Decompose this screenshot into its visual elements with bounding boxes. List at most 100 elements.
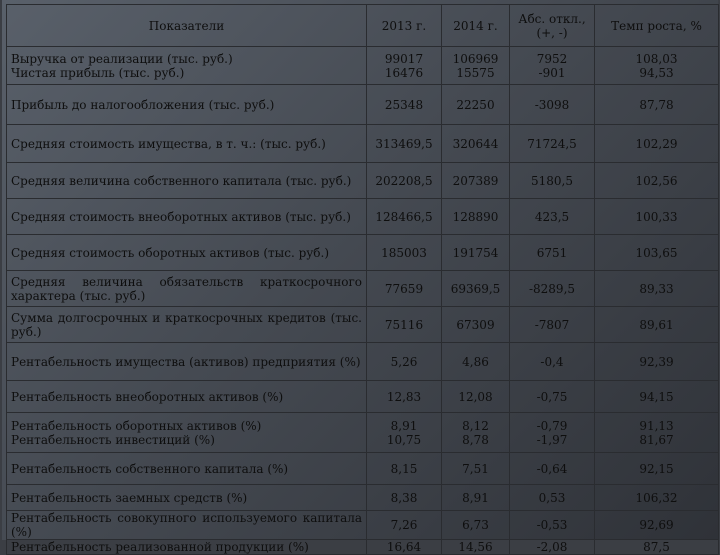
indicator-cell-value: Средняя величина обязательств краткосроч… (11, 274, 362, 303)
value-2013-cell-value: 16476 (384, 65, 424, 80)
abs-deviation-cell-value: -1,97 (536, 432, 568, 447)
indicator-cell: Рентабельность собственного капитала (%) (6, 452, 367, 485)
growth-rate-cell-value: 89,33 (639, 281, 674, 296)
value-2014-cell: 320644 (441, 124, 510, 163)
value-2013-cell-value: 16,64 (386, 540, 422, 554)
indicator-cell-value: Средняя величина собственного капитала (… (11, 173, 352, 188)
indicator-cell-value: Средняя стоимость внеоборотных активов (… (11, 209, 351, 224)
value-2013-cell-value: 8,38 (390, 490, 418, 505)
abs-deviation-cell-value: -2,08 (536, 540, 568, 554)
indicator-cell: Рентабельность оборотных активов (%) Рент… (6, 412, 367, 453)
abs-deviation-cell-value: 71724,5 (527, 136, 577, 151)
value-2014-cell-value: 8,78 (462, 432, 489, 447)
table-row: Прибыль до налогообложения (тыс. руб.) 25… (6, 84, 719, 125)
table-row: Средняя стоимость внеоборотных активов (… (6, 198, 719, 235)
value-2014-cell-value: 128890 (452, 209, 499, 224)
abs-deviation-cell-value: -901 (538, 65, 566, 80)
abs-deviation-cell: -0,64 (509, 452, 595, 485)
indicator-cell: Рентабельность реализованной продукции (… (6, 539, 367, 555)
indicator-cell-value: Рентабельность оборотных активов (%) (11, 418, 262, 433)
table-row: Средняя стоимость оборотных активов (тыс… (6, 234, 719, 271)
value-2013-cell-value: 5,26 (390, 354, 418, 369)
value-2013-cell: 128466,5 (366, 198, 442, 235)
abs-deviation-cell-value: -8289,5 (528, 281, 576, 296)
value-2013-cell: 25348 (366, 84, 442, 125)
header-row: Показатели 2013 г. 2014 г. Абс. откл., (… (6, 4, 719, 47)
header-2013: 2013 г. (366, 4, 442, 47)
value-2014-cell-value: 8,12 (462, 418, 489, 433)
growth-rate-cell: 102,29 (594, 124, 719, 163)
value-2013-cell-value: 75116 (384, 317, 424, 332)
value-2014-cell-value: 7,51 (462, 461, 489, 476)
value-2014-cell-value: 191754 (452, 245, 499, 260)
abs-deviation-cell: -0,79 -1,97 (509, 412, 595, 453)
growth-rate-cell: 92,39 (594, 342, 719, 381)
indicator-cell: Средняя величина обязательств краткосроч… (6, 270, 367, 307)
value-2014-cell-value: 320644 (452, 136, 499, 151)
table-row: Средняя стоимость имущества, в т. ч.: (т… (6, 124, 719, 163)
growth-rate-cell: 89,61 (594, 306, 719, 343)
abs-deviation-cell: 6751 (509, 234, 595, 271)
table-row: Рентабельность оборотных активов (%) Рент… (6, 412, 719, 453)
value-2014-cell: 22250 (441, 84, 510, 125)
table-row: Рентабельность собственного капитала (%)… (6, 452, 719, 485)
value-2013-cell: 12,83 (366, 380, 442, 413)
growth-rate-cell: 89,33 (594, 270, 719, 307)
growth-rate-cell: 87,5 (594, 539, 719, 555)
value-2013-cell-value: 128466,5 (375, 209, 433, 224)
value-2014-cell: 4,86 (441, 342, 510, 381)
value-2014-cell: 69369,5 (441, 270, 510, 307)
value-2013-cell-value: 313469,5 (375, 136, 433, 151)
abs-deviation-cell-value: 5180,5 (531, 173, 573, 188)
growth-rate-cell-value: 92,69 (639, 518, 674, 532)
abs-deviation-cell: 0,53 (509, 484, 595, 511)
abs-deviation-cell: -7807 (509, 306, 595, 343)
value-2014-cell: 12,08 (441, 380, 510, 413)
abs-deviation-cell-value: -7807 (534, 317, 570, 332)
value-2013-cell-value: 12,83 (386, 389, 422, 404)
value-2013-cell: 5,26 (366, 342, 442, 381)
abs-deviation-cell-value: -0,53 (536, 518, 568, 532)
value-2014-cell-value: 12,08 (458, 389, 493, 404)
abs-deviation-cell-value: -0,4 (540, 354, 564, 369)
abs-deviation-cell: 5180,5 (509, 162, 595, 199)
value-2014-cell: 207389 (441, 162, 510, 199)
indicator-cell: Выручка от реализации (тыс. руб.) Чистая … (6, 46, 367, 85)
indicator-cell: Средняя стоимость внеоборотных активов (… (6, 198, 367, 235)
value-2014-cell-value: 4,86 (462, 354, 489, 369)
growth-rate-cell: 92,69 (594, 510, 719, 540)
indicator-cell-value: Выручка от реализации (тыс. руб.) (11, 51, 233, 66)
indicator-cell-value: Средняя стоимость оборотных активов (тыс… (11, 245, 330, 260)
growth-rate-cell-value: 92,39 (639, 354, 674, 369)
value-2014-cell-value: 22250 (456, 97, 495, 112)
table-row: Рентабельность реализованной продукции (… (6, 539, 719, 555)
value-2013-cell: 8,91 10,75 (366, 412, 442, 453)
value-2013-cell: 7,26 (366, 510, 442, 540)
indicator-cell-value: Рентабельность внеоборотных активов (%) (11, 389, 284, 404)
growth-rate-cell: 108,03 94,53 (594, 46, 719, 85)
indicator-cell: Рентабельность заемных средств (%) (6, 484, 367, 511)
growth-rate-cell-value: 92,15 (639, 461, 674, 476)
growth-rate-cell: 87,78 (594, 84, 719, 125)
value-2013-cell-value: 10,75 (386, 432, 422, 447)
growth-rate-cell-value: 106,32 (635, 490, 678, 505)
table-row: Средняя величина обязательств краткосроч… (6, 270, 719, 307)
value-2013-cell: 77659 (366, 270, 442, 307)
value-2013-cell-value: 202208,5 (375, 173, 433, 188)
value-2013-cell: 8,15 (366, 452, 442, 485)
value-2013-cell-value: 7,26 (390, 518, 418, 532)
indicator-cell: Средняя стоимость имущества, в т. ч.: (т… (6, 124, 367, 163)
abs-deviation-cell: 71724,5 (509, 124, 595, 163)
indicator-cell-value: Рентабельность имущества (активов) предп… (11, 354, 361, 369)
value-2013-cell-value: 99017 (384, 51, 424, 66)
abs-deviation-cell: -0,4 (509, 342, 595, 381)
table-row: Рентабельность внеоборотных активов (%) 1… (6, 380, 719, 413)
value-2013-cell: 185003 (366, 234, 442, 271)
indicators-table: Показатели 2013 г. 2014 г. Абс. откл., (… (6, 4, 719, 555)
growth-rate-cell-value: 108,03 (635, 51, 678, 66)
indicator-cell: Рентабельность имущества (активов) предп… (6, 342, 367, 381)
abs-deviation-cell: -3098 (509, 84, 595, 125)
indicator-cell-value: Рентабельность совокупного используемого… (11, 511, 362, 539)
indicator-cell: Сумма долгосрочных и краткосрочных креди… (6, 306, 367, 343)
